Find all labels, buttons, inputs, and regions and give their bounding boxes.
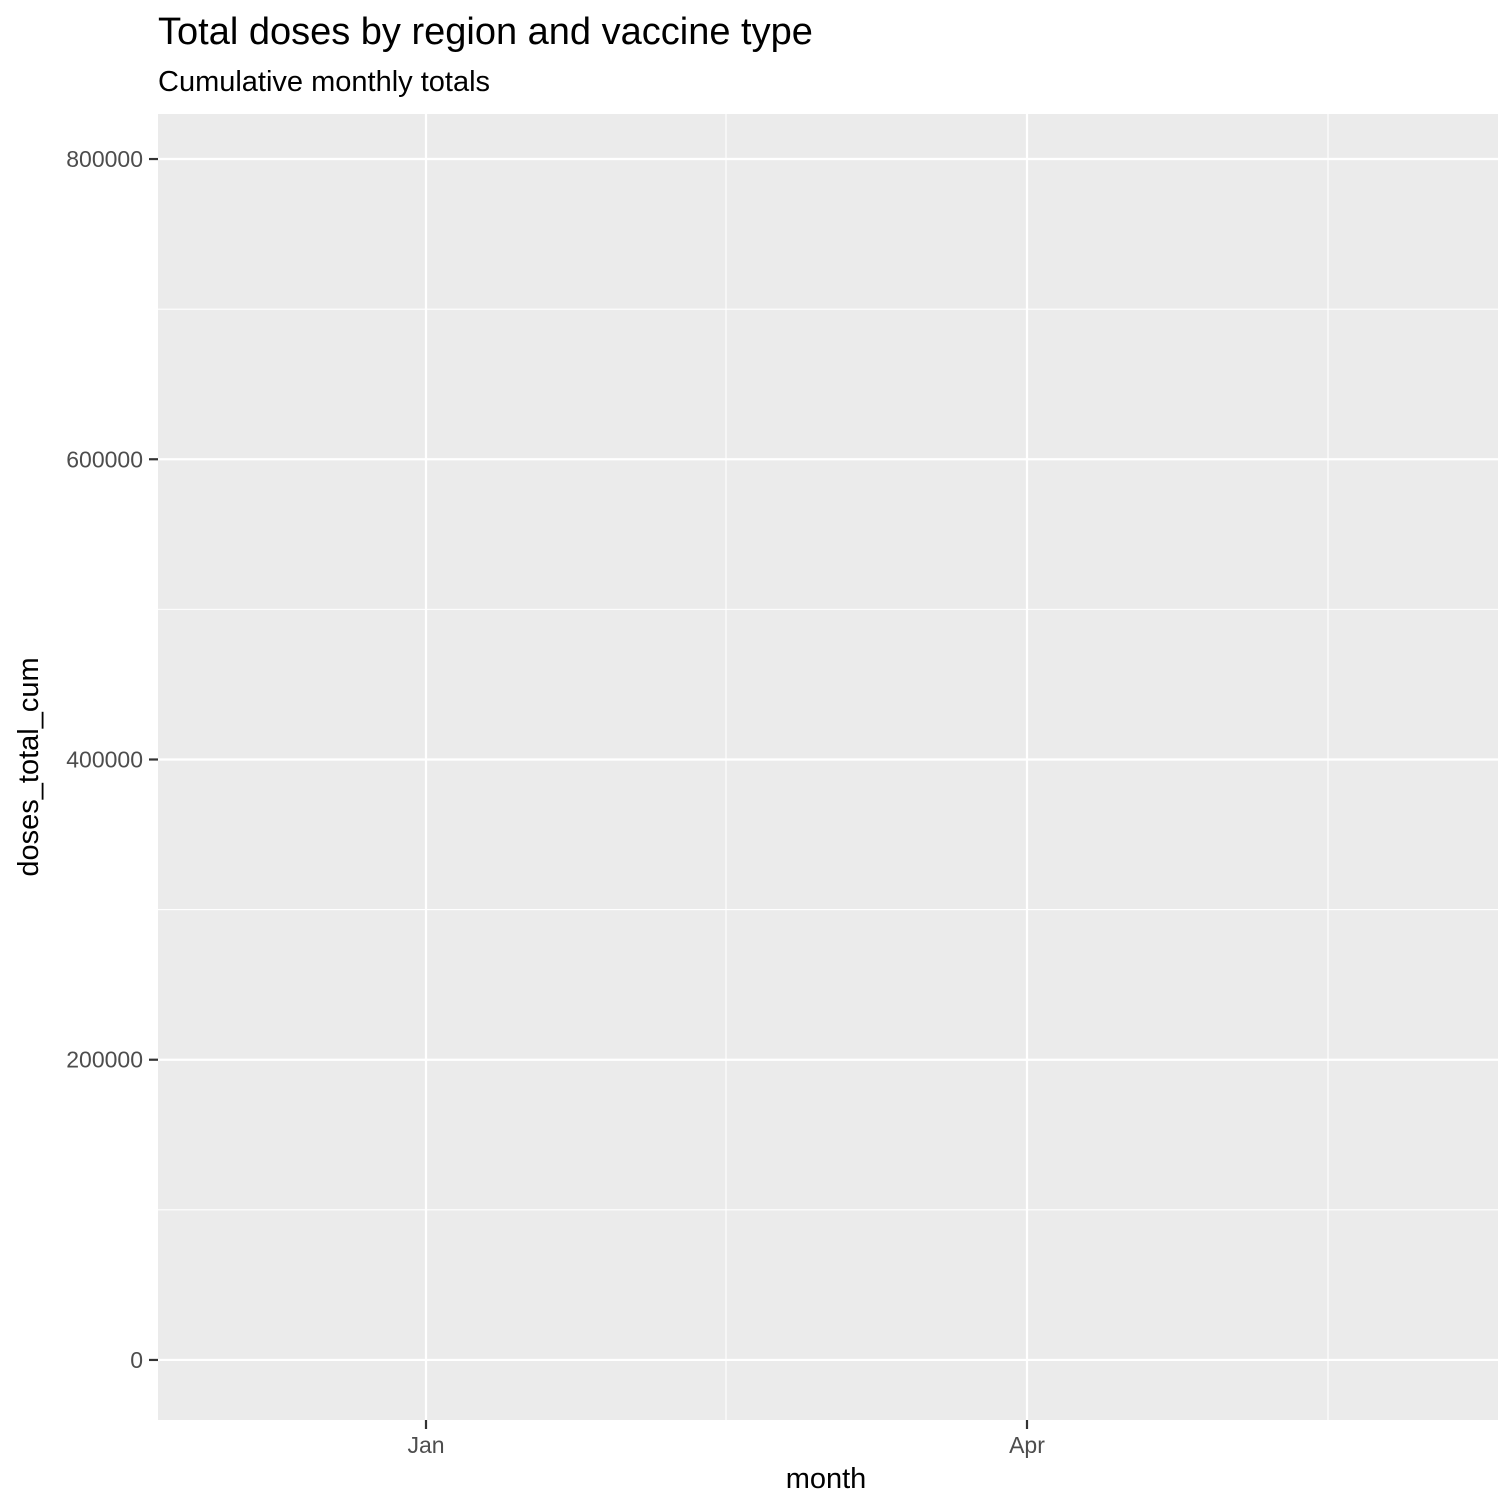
x-tick-label: Apr (1009, 1432, 1045, 1458)
y-tick-label: 200000 (66, 1047, 143, 1073)
chart-title: Total doses by region and vaccine type (158, 11, 813, 53)
x-axis-title: month (786, 1463, 867, 1495)
x-axis: Jan Apr (407, 1420, 1045, 1458)
y-tick-label: 400000 (66, 746, 143, 772)
y-axis-title: doses_total_cum (13, 657, 45, 876)
y-tick-label: 600000 (66, 446, 143, 472)
y-tick-label: 800000 (66, 146, 143, 172)
y-axis: 0 200000 400000 600000 800000 (66, 146, 158, 1373)
minor-gridlines (158, 114, 1498, 1420)
x-tick-label: Jan (407, 1432, 444, 1458)
chart-subtitle: Cumulative monthly totals (158, 66, 490, 98)
major-gridlines (158, 114, 1498, 1420)
y-tick-label: 0 (130, 1347, 143, 1373)
plot-panel (158, 114, 1498, 1420)
